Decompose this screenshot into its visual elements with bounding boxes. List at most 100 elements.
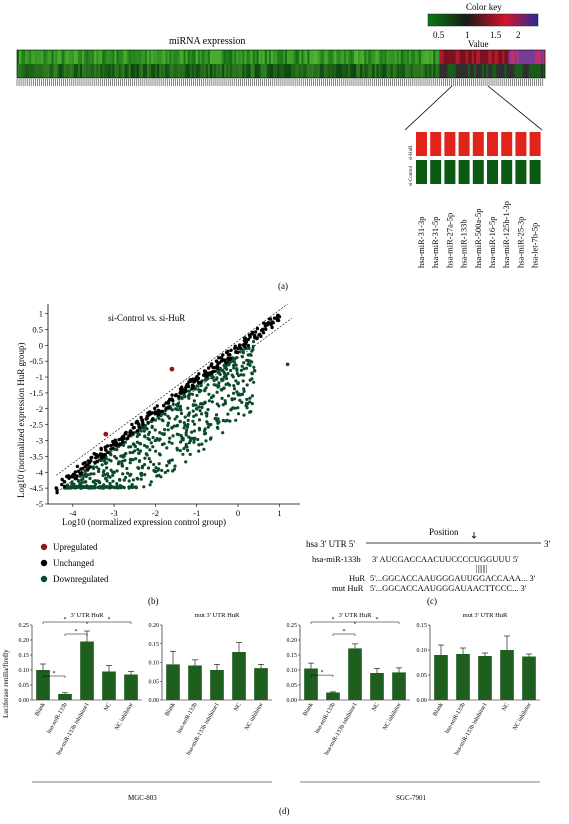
heatmap-cell — [157, 50, 160, 64]
scatter-point-downregulated — [207, 399, 211, 403]
scatter-point-downregulated — [112, 470, 116, 475]
heatmap-cell — [266, 50, 270, 64]
scatter-x-tick-label: -2 — [152, 508, 159, 518]
scatter-point-unchanged — [81, 462, 85, 466]
scatter-point-downregulated — [191, 409, 195, 413]
heatmap-cell — [134, 50, 138, 64]
inset-mirna-label: hsa-miR-31-5p — [430, 217, 440, 268]
heatmap-cell — [124, 50, 127, 64]
scatter-point-downregulated — [241, 348, 245, 352]
scatter-point-downregulated — [170, 441, 174, 445]
heatmap-cell — [400, 64, 404, 78]
heatmap-cell — [398, 64, 402, 78]
heatmap-cell — [366, 50, 369, 64]
color-key-tick: 1 — [465, 30, 470, 40]
heatmap-cell — [449, 64, 452, 78]
scatter-point-unchanged — [153, 410, 158, 414]
bar-category-label: hsa-miR-133b — [314, 702, 336, 735]
scatter-point-unchanged — [54, 486, 59, 490]
scatter-point-unchanged — [95, 454, 100, 459]
scatter-plot: 1 0.5 0 -0.5 -1 -1.5 -2 -2.5 -3 -3.5 -4 -4.5 -5 -4 -3 -… — [30, 303, 300, 518]
heatmap-cell — [482, 50, 485, 64]
heatmap-cell — [486, 50, 489, 64]
scatter-point-downregulated — [242, 387, 246, 391]
scatter-point-downregulated — [245, 383, 249, 387]
heatmap-cell — [274, 50, 278, 64]
scatter-point-downregulated — [168, 459, 172, 463]
bar-y-tick-label: 0.05 — [287, 683, 298, 689]
zoom-line-right — [487, 85, 543, 131]
heatmap-cell — [59, 64, 62, 78]
scatter-point-downregulated — [184, 442, 188, 446]
scatter-point-downregulated — [213, 416, 217, 421]
heatmap-cell — [51, 64, 54, 78]
scatter-point-downregulated — [252, 368, 257, 373]
heatmap-cell — [374, 64, 377, 78]
scatter-point-downregulated — [172, 467, 176, 471]
heatmap-cell — [471, 64, 475, 78]
scatter-point-downregulated — [238, 398, 242, 402]
scatter-point-downregulated — [154, 449, 158, 453]
scatter-point-downregulated — [183, 423, 187, 427]
scatter-point-downregulated — [181, 452, 185, 456]
scatter-point-downregulated — [236, 412, 241, 416]
scatter-legend: Upregulated Unchanged Downregulated — [40, 542, 109, 584]
scatter-point-downregulated — [179, 411, 184, 416]
heatmap-cell — [122, 50, 125, 64]
heatmap-cell — [118, 64, 121, 78]
heatmap-cell — [67, 50, 71, 64]
heatmap-cell — [406, 64, 410, 78]
scatter-point-downregulated — [143, 456, 147, 460]
heatmap-cell — [51, 50, 54, 64]
heatmap-cell — [88, 50, 91, 64]
scatter-point-unchanged — [141, 421, 145, 425]
scatter-point-downregulated — [184, 460, 188, 464]
scatter-point-downregulated — [229, 408, 233, 412]
heatmap-cell — [216, 64, 219, 78]
bar — [348, 648, 362, 700]
heatmap-cell — [350, 64, 353, 78]
heatmap-cell — [218, 64, 221, 78]
heatmap-cell — [488, 64, 491, 78]
heatmap-cell — [382, 50, 385, 64]
heatmap-cell — [526, 50, 530, 64]
heatmap-cell — [392, 50, 396, 64]
scatter-point-downregulated — [206, 408, 210, 412]
scatter-x-tick-label: -1 — [193, 508, 200, 518]
heatmap-cell — [23, 64, 26, 78]
scatter-point-downregulated — [177, 433, 181, 437]
scatter-point-downregulated — [248, 363, 252, 367]
scatter-point-downregulated — [252, 365, 256, 369]
scatter-point-downregulated — [165, 464, 169, 468]
scatter-point-downregulated — [143, 435, 147, 439]
heatmap-cell — [337, 50, 341, 64]
scatter-y-tick-label: 0 — [39, 340, 43, 350]
heatmap-cell — [386, 50, 389, 64]
scatter-point-downregulated — [199, 384, 203, 388]
heatmap-cell — [370, 50, 373, 64]
heatmap-cell — [398, 50, 402, 64]
heatmap-cell — [191, 50, 194, 64]
heatmap-cell — [218, 50, 221, 64]
legend-marker-upregulated — [40, 543, 48, 551]
scatter-point-downregulated — [218, 372, 222, 376]
scatter-point-downregulated — [220, 379, 224, 383]
bar-y-tick-label: 0.00 — [149, 698, 160, 704]
scatter-point-downregulated — [125, 466, 129, 471]
heatmap-cell — [258, 64, 261, 78]
scatter-point-downregulated — [232, 384, 236, 388]
scatter-point-downregulated — [79, 486, 83, 490]
scatter-point-downregulated — [129, 472, 133, 476]
heatmap-cell — [43, 64, 46, 78]
heatmap-cell — [124, 64, 127, 78]
scatter-point-downregulated — [84, 480, 88, 484]
scatter-point-unchanged — [270, 325, 274, 330]
heatmap-cell — [441, 64, 444, 78]
heatmap-cell — [453, 64, 456, 78]
scatter-point-unchanged — [105, 444, 110, 448]
heatmap-cell — [45, 50, 48, 64]
heatmap-cell — [122, 64, 125, 78]
heatmap-cell — [514, 50, 517, 64]
heatmap-cell — [92, 50, 95, 64]
scatter-point-unchanged — [60, 477, 64, 482]
